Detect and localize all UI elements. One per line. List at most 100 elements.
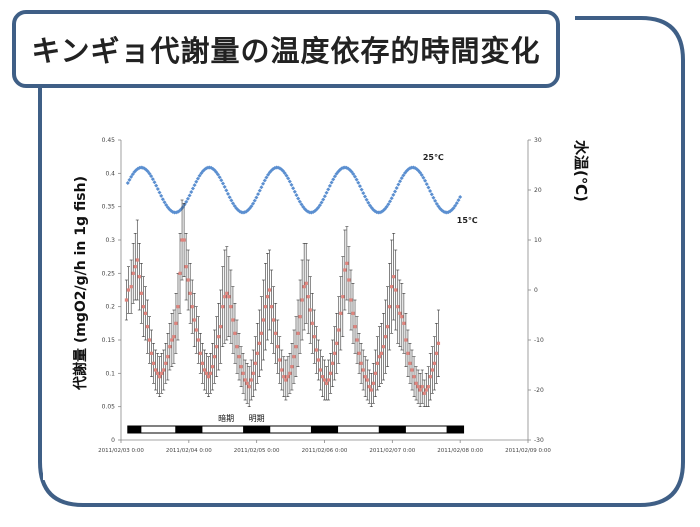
metabolism-point xyxy=(143,311,148,315)
metabolism-point xyxy=(296,331,300,335)
metabolism-point xyxy=(369,388,373,392)
temperature-point xyxy=(316,205,321,210)
metabolism-point xyxy=(204,371,209,375)
metabolism-point xyxy=(202,368,207,372)
chart-card: 0 0.05 0.1 0.15 0.2 0.25 0.3 0.35 0.4 0.45 -30 -20 -… xyxy=(43,100,655,480)
metabolism-point xyxy=(434,351,439,355)
temperature-point xyxy=(384,204,389,209)
temperature-point xyxy=(170,209,175,214)
right-tick-label: -30 xyxy=(534,437,544,444)
temperature-point xyxy=(359,187,364,192)
metabolism-point xyxy=(164,361,168,365)
metabolism-point xyxy=(426,385,430,389)
temperature-point xyxy=(297,199,302,204)
metabolism-point xyxy=(312,335,316,339)
temperature-point xyxy=(169,208,174,213)
right-tick-label: -10 xyxy=(534,337,544,344)
temperature-point xyxy=(289,182,294,187)
metabolism-point xyxy=(180,238,184,242)
title-box: キンギョ代謝量の温度依存的時間変化 xyxy=(12,10,560,88)
metabolism-point xyxy=(375,361,380,365)
temperature-point xyxy=(251,201,256,206)
metabolism-point xyxy=(361,368,365,372)
metabolism-point xyxy=(316,358,320,362)
metabolism-point xyxy=(320,375,325,379)
temperature-point xyxy=(195,176,200,181)
dark-period-segment xyxy=(127,426,142,433)
temperature-point xyxy=(309,210,314,215)
metabolism-point xyxy=(383,335,388,339)
temperature-point xyxy=(448,209,453,214)
metabolism-point xyxy=(408,361,412,365)
x-tick-label: 2011/02/04 0:00 xyxy=(166,448,212,454)
metabolism-point xyxy=(253,361,257,365)
metabolism-point xyxy=(194,328,198,332)
temperature-point xyxy=(386,202,391,207)
temperature-point xyxy=(132,169,137,174)
metabolism-point xyxy=(337,328,341,332)
left-tick-label: 0.3 xyxy=(105,237,115,244)
metabolism-point xyxy=(402,321,406,325)
metabolism-point xyxy=(126,288,131,292)
metabolism-point xyxy=(314,348,318,352)
x-tick-label: 2011/02/07 0:00 xyxy=(369,448,415,454)
temperature-point xyxy=(164,203,169,208)
metabolism-point xyxy=(329,371,333,375)
dark-period-segment xyxy=(446,426,464,433)
temperature-point xyxy=(159,193,164,198)
temperature-point xyxy=(433,198,438,203)
metabolism-point xyxy=(131,271,135,275)
temperature-point xyxy=(182,202,187,207)
temperature-point xyxy=(185,196,190,201)
temperature-point xyxy=(377,210,382,215)
left-axis-label-container: 代謝量 (mgO2/g/h in 1g fish) xyxy=(64,160,104,410)
temperature-point xyxy=(299,202,304,207)
temperature-point xyxy=(187,193,192,198)
left-tick-label: 0.15 xyxy=(102,337,116,344)
metabolism-point xyxy=(292,355,296,359)
metabolism-point xyxy=(282,375,286,379)
temperature-point xyxy=(190,186,195,191)
temperature-point xyxy=(137,165,142,170)
temperature-point xyxy=(215,172,220,177)
right-axis-label: 水温(℃) xyxy=(572,140,590,202)
temperature-point xyxy=(421,175,426,180)
metabolism-point xyxy=(274,331,278,335)
temperature-point xyxy=(269,168,274,173)
metabolism-point xyxy=(223,295,227,299)
metabolism-point xyxy=(184,265,188,269)
metabolism-point xyxy=(385,325,390,329)
metabolism-point xyxy=(263,305,268,309)
metabolism-point xyxy=(241,371,245,375)
metabolism-point xyxy=(420,385,424,389)
temperature-point xyxy=(157,190,162,195)
right-axis-label-container: 水温(℃) xyxy=(572,140,616,260)
temperature-point xyxy=(149,174,154,179)
metabolism-point xyxy=(210,365,215,369)
metabolism-point xyxy=(153,368,158,372)
metabolism-point xyxy=(304,281,308,285)
temperature-point xyxy=(249,204,254,209)
metabolism-point xyxy=(206,375,211,379)
temperature-point xyxy=(225,191,230,196)
temperature-point xyxy=(266,172,271,177)
metabolism-point xyxy=(192,318,196,322)
temperature-point xyxy=(317,203,322,208)
temperature-point xyxy=(129,174,134,179)
slide-title: キンギョ代謝量の温度依存的時間変化 xyxy=(31,34,541,68)
temperature-point xyxy=(424,182,429,187)
temperature-point xyxy=(329,180,334,185)
temperature-point xyxy=(231,201,236,206)
temperature-point xyxy=(296,196,301,201)
metabolism-point xyxy=(390,285,394,289)
temperature-point xyxy=(458,194,463,199)
metabolism-point xyxy=(436,341,441,345)
x-tick-label: 2011/02/09 0:00 xyxy=(505,448,551,454)
metabolism-point xyxy=(310,321,314,325)
metabolism-point xyxy=(424,388,428,392)
metabolism-point xyxy=(355,338,359,342)
temperature-point xyxy=(144,167,149,172)
dark-period-segment xyxy=(310,426,339,433)
right-tick-label: 30 xyxy=(534,137,542,144)
metabolism-point xyxy=(400,315,404,319)
